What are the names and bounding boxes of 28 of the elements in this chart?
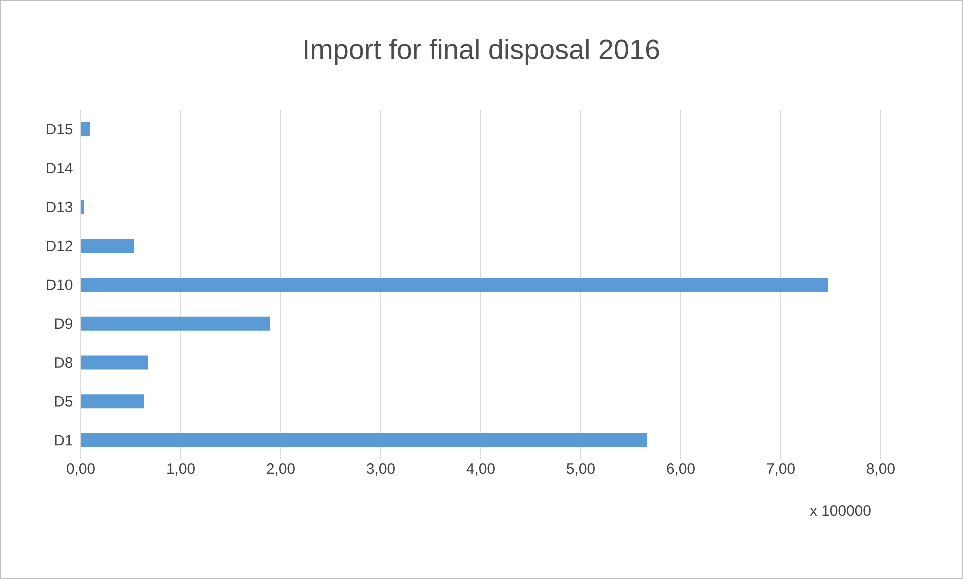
y-tick-label: D13 [47,202,73,213]
bar [81,356,148,370]
y-tick-label: D8 [55,357,73,368]
y-tick-label: D12 [47,240,72,252]
x-tick-label: 6,00 [667,464,695,476]
y-tick-label: D10 [47,280,73,290]
y-tick-label: D14 [47,163,73,174]
y-tick-label: D1 [55,435,72,446]
bar [81,316,270,331]
x-axis-title: x 100000 [810,506,871,516]
x-tick-label: 8,00 [867,464,895,476]
bar [81,394,144,409]
x-tick-label: 7,00 [767,464,795,476]
x-tick-label: 1,00 [168,464,195,476]
bar [81,278,828,292]
x-tick-label: 0,00 [67,464,95,476]
bar [81,434,648,448]
x-tick-label: 5,00 [567,464,595,476]
x-tick-label: 4,00 [466,464,495,476]
y-tick-label: D15 [47,124,73,135]
chart-title: Import for final disposal 2016 [304,39,660,65]
x-tick-label: 2,00 [267,464,295,476]
bar [81,200,84,214]
y-tick-label: D9 [55,318,73,330]
bar [81,239,134,254]
bar [81,122,90,136]
y-tick-label: D5 [55,396,73,407]
x-tick-label: 3,00 [367,464,395,476]
